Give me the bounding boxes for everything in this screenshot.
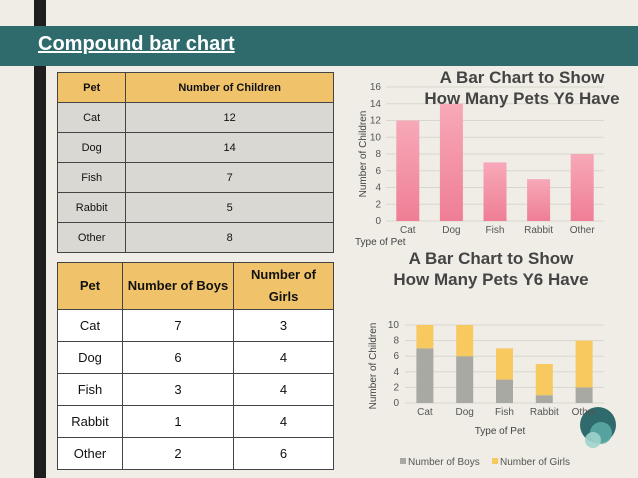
table-row: Other 8 — [56, 222, 334, 253]
y-axis-label: Number of Children — [358, 111, 369, 198]
title-bar — [0, 26, 638, 66]
y-tick-label: 4 — [393, 367, 399, 378]
x-tick-label: Dog — [442, 225, 460, 236]
bar-boys — [496, 379, 513, 403]
cell-count: 7 — [125, 162, 334, 193]
cell-pet: Rabbit — [57, 405, 123, 438]
x-tick-label: Dog — [456, 407, 474, 418]
legend-label: Number of Boys — [408, 457, 480, 468]
bar-girls — [456, 325, 474, 357]
bar-boys — [416, 348, 434, 403]
table-row: Dog 14 — [56, 132, 334, 163]
y-tick-label: 0 — [393, 398, 399, 409]
x-tick-label: Other — [572, 407, 598, 418]
table-header-row: Pet Number of Children — [56, 72, 334, 103]
y-tick-label: 2 — [375, 199, 381, 210]
y-axis-label: Number of Children — [368, 323, 379, 410]
bar-boys — [456, 356, 474, 403]
table-row: Other 2 6 — [57, 437, 334, 470]
legend-swatch — [492, 458, 498, 464]
slide-title: Compound bar chart — [38, 33, 235, 55]
boys-girls-table: Pet Number of Boys Number of Girls Cat 7 3… — [57, 262, 334, 470]
y-tick-label: 2 — [393, 382, 399, 393]
cell-pet: Other — [56, 222, 127, 253]
header-pet: Pet — [57, 262, 123, 310]
bar — [570, 154, 594, 221]
cell-boys: 2 — [122, 437, 234, 470]
left-accent-bar — [34, 0, 46, 478]
chart-title: A Bar Chart to Show How Many Pets Y6 Have — [393, 249, 588, 289]
cell-girls: 6 — [233, 437, 334, 470]
table-row: Fish 7 — [56, 162, 334, 193]
cell-pet: Cat — [56, 102, 127, 133]
bar-girls — [535, 364, 553, 396]
bar — [439, 103, 463, 221]
legend-swatch — [400, 458, 406, 464]
logo-circles-icon — [580, 407, 616, 448]
x-axis-label: Type of Pet — [355, 237, 406, 248]
x-tick-label: Cat — [400, 225, 416, 236]
x-tick-label: Other — [570, 225, 596, 236]
y-tick-label: 6 — [393, 351, 399, 362]
cell-pet: Dog — [57, 341, 123, 374]
chart-title: A Bar Chart to Show How Many Pets Y6 Have — [424, 68, 619, 108]
y-tick-label: 0 — [375, 216, 381, 227]
bar — [483, 162, 507, 221]
y-tick-label: 4 — [375, 183, 381, 194]
x-tick-label: Cat — [417, 407, 433, 418]
bar — [396, 120, 420, 221]
cell-boys: 7 — [122, 309, 234, 342]
table-row: Rabbit 5 — [56, 192, 334, 223]
cell-pet: Dog — [56, 132, 127, 163]
y-tick-label: 6 — [375, 166, 381, 177]
legend-label: Number of Girls — [500, 457, 570, 468]
cell-pet: Fish — [57, 373, 123, 406]
bar-boys — [535, 395, 553, 403]
y-tick-label: 10 — [388, 320, 400, 331]
table-row: Dog 6 4 — [57, 341, 334, 374]
x-tick-label: Rabbit — [524, 225, 553, 236]
bar-girls — [416, 325, 434, 349]
cell-count: 14 — [125, 132, 334, 163]
header-girls: Number of Girls — [233, 262, 334, 310]
x-tick-label: Fish — [495, 407, 514, 418]
cell-pet: Other — [57, 437, 123, 470]
cell-count: 8 — [125, 222, 334, 253]
bar-girls — [575, 340, 593, 388]
cell-boys: 3 — [122, 373, 234, 406]
x-axis-label: Type of Pet — [475, 426, 526, 437]
table-row: Fish 3 4 — [57, 373, 334, 406]
table-row: Cat 12 — [56, 102, 334, 133]
cell-count: 12 — [125, 102, 334, 133]
bar — [527, 179, 551, 221]
y-tick-label: 10 — [370, 132, 382, 143]
cell-girls: 4 — [233, 341, 334, 374]
y-tick-label: 8 — [375, 149, 381, 160]
bar-boys — [575, 387, 593, 403]
y-tick-label: 8 — [393, 336, 399, 347]
cell-count: 5 — [125, 192, 334, 223]
cell-boys: 6 — [122, 341, 234, 374]
cell-girls: 4 — [233, 373, 334, 406]
children-table: Pet Number of Children Cat 12 Dog 14 Fish 7… — [56, 72, 334, 253]
cell-pet: Rabbit — [56, 192, 127, 223]
table-row: Cat 7 3 — [57, 309, 334, 342]
y-tick-label: 12 — [370, 116, 382, 127]
table-row: Rabbit 1 4 — [57, 405, 334, 438]
cell-pet: Cat — [57, 309, 123, 342]
cell-girls: 3 — [233, 309, 334, 342]
x-tick-label: Fish — [486, 225, 505, 236]
y-tick-label: 14 — [370, 99, 382, 110]
x-tick-label: Rabbit — [530, 407, 559, 418]
bar-girls — [496, 348, 513, 380]
y-tick-label: 16 — [370, 82, 382, 93]
header-children: Number of Children — [125, 72, 334, 103]
